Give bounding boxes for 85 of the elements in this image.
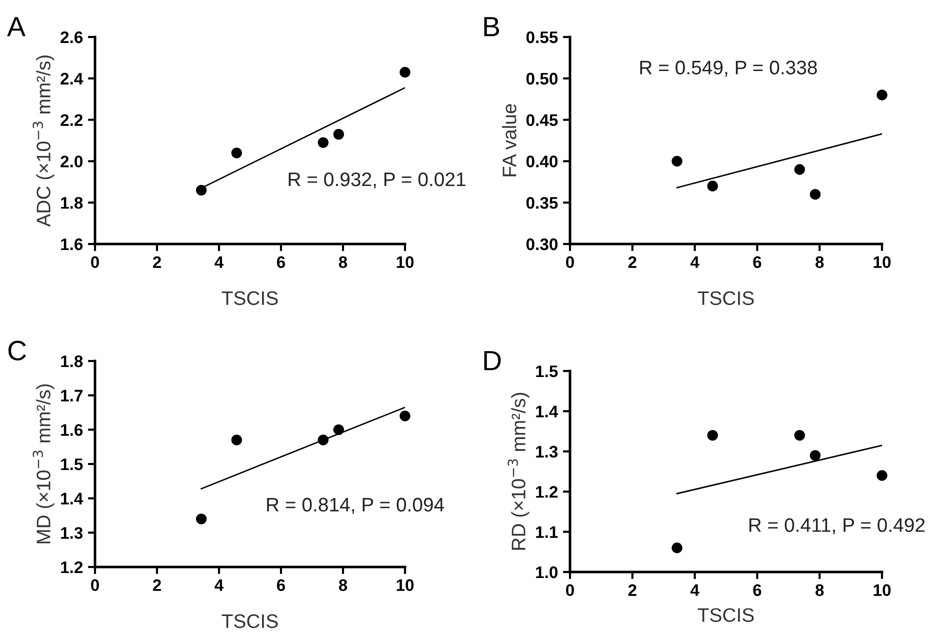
y-tick-label: 1.1 <box>536 526 558 538</box>
chart-title: C <box>8 340 26 360</box>
y-tick-label: 1.8 <box>61 355 83 368</box>
x-tick-label: 6 <box>753 584 762 596</box>
point <box>672 542 682 554</box>
x-tick-label: 8 <box>815 256 824 268</box>
point <box>876 470 888 481</box>
y-tick-label: 1.0 <box>536 566 558 578</box>
point <box>810 188 821 200</box>
chart-title: B <box>484 17 500 36</box>
x-tick-label: 10 <box>396 579 414 592</box>
y-tick-label: 1.2 <box>536 486 558 498</box>
x-tick-label: 4 <box>690 256 700 268</box>
y-tick-label: 2.4 <box>60 72 84 84</box>
x-tick-label: 2 <box>628 584 636 596</box>
x-tick-label: 4 <box>214 256 224 268</box>
x-axis-title: TSCIS <box>698 608 754 622</box>
y-tick-label: 2.0 <box>60 156 83 168</box>
y-tick-label: 1.2 <box>61 561 83 574</box>
x-tick-label: 8 <box>338 579 348 592</box>
x-tick-label: 0 <box>566 256 574 268</box>
x-tick-label: 6 <box>276 579 286 592</box>
point <box>333 128 344 140</box>
x-tick-label: 2 <box>152 579 161 591</box>
y-tick-label: 0.30 <box>526 238 558 250</box>
chart-title: D <box>484 351 501 370</box>
annotation: R = 0.549, P = 0.338 <box>640 60 817 77</box>
y-tick-label: 1.5 <box>536 366 558 378</box>
y-tick-label: 1.4 <box>536 406 558 418</box>
y-tick-label: 2.2 <box>60 114 83 126</box>
x-tick-label: 8 <box>338 256 348 268</box>
y-tick-label: 0.50 <box>526 72 558 85</box>
point <box>231 434 242 446</box>
x-tick-label: 0 <box>566 584 574 596</box>
y-tick-label: 1.6 <box>61 238 83 250</box>
point <box>318 434 329 446</box>
y-tick-label: 2.6 <box>60 31 83 44</box>
y-axis-title: RD (×10$^{−3}$ mm²/s) <box>508 392 530 550</box>
x-tick-label: 8 <box>815 584 824 596</box>
x-tick-label: 4 <box>214 579 224 591</box>
x-tick-label: 10 <box>874 584 891 596</box>
x-axis-title: TSCIS <box>222 614 278 628</box>
x-axis-title: TSCIS <box>698 291 754 306</box>
annotation: R = 0.932, P = 0.021 <box>288 172 466 189</box>
x-tick-label: 0 <box>91 256 99 268</box>
annotation: R = 0.814, P = 0.094 <box>267 498 444 514</box>
y-tick-label: 0.35 <box>526 197 558 209</box>
y-axis-title: FA value <box>502 104 516 176</box>
y-tick-label: 0.55 <box>526 31 558 44</box>
y-axis-title: MD (×10$^{−3}$ mm²/s) <box>32 384 54 544</box>
point <box>794 430 805 441</box>
point <box>876 90 888 100</box>
point <box>400 410 410 422</box>
y-tick-label: 1.5 <box>61 458 83 470</box>
y-tick-label: 0.45 <box>526 114 558 126</box>
y-tick-label: 0.40 <box>526 156 558 168</box>
x-tick-label: 10 <box>396 256 414 268</box>
y-tick-label: 1.6 <box>61 424 83 436</box>
point <box>318 137 329 148</box>
x-tick-label: 2 <box>628 256 636 268</box>
y-tick-label: 1.3 <box>61 527 83 539</box>
point <box>672 156 682 167</box>
y-tick-label: 1.8 <box>61 197 83 209</box>
y-tick-label: 1.7 <box>61 390 82 402</box>
point <box>231 148 242 158</box>
point <box>400 66 410 78</box>
chart-title: A <box>7 17 26 36</box>
y-tick-label: 1.4 <box>61 492 84 504</box>
x-tick-label: 6 <box>276 256 286 268</box>
point <box>707 430 718 441</box>
y-axis-title: ADC (×10$^{−3}$ mm²/s) <box>32 55 54 227</box>
point <box>707 180 718 192</box>
point <box>810 450 821 461</box>
x-tick-label: 0 <box>91 579 99 592</box>
x-axis-title: TSCIS <box>222 291 278 306</box>
x-tick-label: 6 <box>753 256 762 268</box>
y-tick-label: 1.3 <box>536 446 558 458</box>
annotation: R = 0.411, P = 0.492 <box>749 518 925 534</box>
x-tick-label: 4 <box>690 584 700 596</box>
point <box>333 424 344 436</box>
x-tick-label: 2 <box>152 256 161 268</box>
point <box>196 514 207 524</box>
x-tick-label: 10 <box>874 256 891 268</box>
point <box>794 164 805 175</box>
point <box>196 184 207 196</box>
